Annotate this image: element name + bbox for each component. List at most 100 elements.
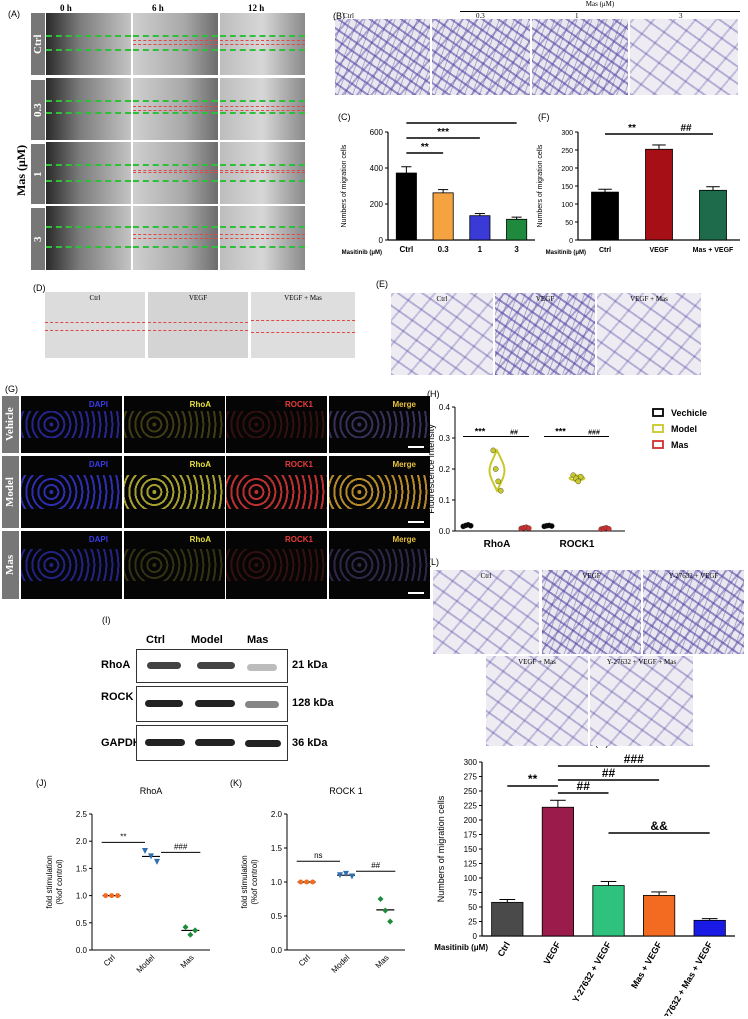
d-vegf-mas: VEGF + Mas bbox=[251, 292, 355, 358]
lane-model: Model bbox=[191, 634, 223, 646]
significance-label: ## bbox=[577, 779, 591, 793]
panel-label-j: (J) bbox=[36, 778, 47, 788]
panel-label-a: (A) bbox=[8, 9, 20, 19]
fluor-vehicle-rhoa: RhoA bbox=[124, 396, 225, 453]
y-tick-label: 150 bbox=[464, 845, 478, 854]
data-point-Model bbox=[495, 478, 502, 485]
l-vegf-mas: VEGF + Mas bbox=[486, 656, 588, 746]
data-point-Mas bbox=[187, 931, 194, 938]
y-tick-label: 0.0 bbox=[439, 527, 451, 536]
y-tick-label: 1.0 bbox=[76, 892, 88, 901]
y-tick-label: 250 bbox=[464, 787, 478, 796]
col-12h: 12 h bbox=[248, 3, 265, 13]
data-point-Mas bbox=[525, 525, 532, 532]
channel-label: DAPI bbox=[88, 400, 108, 409]
panel-label-f: (F) bbox=[538, 112, 550, 122]
size-gapdh: 36 kDa bbox=[292, 737, 328, 749]
scale-bar bbox=[408, 592, 424, 594]
y-tick-label: 0.4 bbox=[439, 403, 451, 412]
x-tick-label: Ctrl bbox=[297, 953, 312, 968]
data-point-Ctrl bbox=[115, 893, 121, 899]
y-tick-label: 300 bbox=[464, 758, 478, 767]
x-tick-label: Mas + VEGF bbox=[629, 940, 664, 991]
b-label-1: 1 bbox=[575, 12, 579, 20]
significance-label: ** bbox=[628, 123, 636, 134]
channel-label: DAPI bbox=[88, 535, 108, 544]
panel-label-e: (E) bbox=[376, 279, 388, 289]
channel-label: RhoA bbox=[189, 535, 211, 544]
g-row-model: Model bbox=[2, 456, 19, 528]
d-vegf: VEGF bbox=[148, 292, 248, 358]
bar-Y-27632 + VEGF bbox=[592, 885, 625, 937]
y-tick-label: 150 bbox=[561, 184, 573, 191]
significance-label: *** bbox=[456, 118, 468, 123]
scratch-r1-c0 bbox=[46, 78, 131, 140]
chart-h: 0.0 0.1 0.2 0.3 0.4 Fluorescence intensity Rho… bbox=[426, 403, 707, 550]
legend-swatch-Mas bbox=[652, 440, 664, 449]
transwell-3 bbox=[630, 19, 738, 95]
x-tick-label: Y-27632 + VEGF bbox=[570, 940, 613, 1005]
data-point-Mas bbox=[182, 924, 189, 931]
chart-j: RhoA 0.0 0.5 1.0 1.5 2.0 2.5 fold stimulation (%… bbox=[45, 786, 210, 975]
y-tick-label: 600 bbox=[370, 128, 384, 137]
y-tick-label: 0.0 bbox=[271, 946, 283, 955]
data-point-Mas bbox=[377, 896, 384, 902]
scratch-r2-c0 bbox=[46, 142, 131, 204]
d-caption-ctrl: Ctrl bbox=[89, 294, 101, 302]
transwell-1 bbox=[532, 19, 628, 95]
significance-label: *** bbox=[437, 127, 449, 138]
y-axis-label: Numbers of migration cells bbox=[341, 144, 348, 227]
significance-label: *** bbox=[475, 426, 486, 436]
scratch-r3-c1 bbox=[133, 206, 218, 270]
e-caption-vegf: VEGF bbox=[535, 295, 555, 303]
significance-label: ### bbox=[174, 842, 188, 851]
e-ctrl: Ctrl bbox=[391, 293, 493, 375]
scratch-r3-c2 bbox=[220, 206, 305, 270]
data-point-Model bbox=[497, 487, 504, 494]
panel-label-i: (I) bbox=[102, 615, 111, 625]
x-tick-label: Mas bbox=[374, 953, 391, 970]
panel-label-c: (C) bbox=[338, 112, 351, 122]
scratch-r1-c1 bbox=[133, 78, 218, 140]
y-axis-label: Numbers of migration cells bbox=[436, 795, 446, 902]
y-axis-label: fold stimulation bbox=[240, 855, 249, 908]
scratch-r2-c1 bbox=[133, 142, 218, 204]
y-tick-label: 0 bbox=[569, 238, 573, 245]
significance-label: ### bbox=[588, 429, 600, 436]
bar-VEGF bbox=[645, 148, 673, 241]
l-caption-vegf-mas: VEGF + Mas bbox=[518, 658, 556, 666]
row-label-1: 1 bbox=[31, 144, 45, 204]
y-tick-label: 0.2 bbox=[439, 465, 451, 474]
data-point-Ctrl bbox=[103, 893, 109, 899]
x-tick-label: 1 bbox=[478, 245, 483, 254]
lane-ctrl: Ctrl bbox=[146, 634, 165, 646]
channel-label: ROCK1 bbox=[284, 400, 313, 409]
y-tick-label: 0.0 bbox=[76, 946, 88, 955]
x-prefix-label: Masitinib (μM) bbox=[546, 250, 586, 256]
y-tick-label: 2.0 bbox=[76, 837, 88, 846]
y-tick-label: 25 bbox=[468, 918, 477, 927]
d-caption-vegf-mas: VEGF + Mas bbox=[284, 294, 322, 302]
y-tick-label: 0.1 bbox=[439, 496, 451, 505]
row-label-3: 3 bbox=[31, 208, 45, 270]
protein-rhoa: RhoA bbox=[101, 659, 131, 671]
y-tick-label: 0.5 bbox=[76, 919, 88, 928]
bar-0.3 bbox=[432, 192, 454, 241]
x-tick-label: Ctrl bbox=[599, 247, 611, 254]
x-tick-label: 0.3 bbox=[438, 245, 450, 254]
e-caption-vegf-mas: VEGF + Mas bbox=[630, 295, 668, 303]
data-point-Model bbox=[575, 478, 582, 485]
row-label-0.3: 0.3 bbox=[31, 80, 45, 140]
b-label-0.3: 0.3 bbox=[476, 12, 485, 20]
fluor-mas-rock1: ROCK1 bbox=[226, 531, 327, 599]
y-tick-label: 200 bbox=[370, 200, 384, 209]
data-point-Ctrl bbox=[310, 879, 316, 885]
panel-label-b: (B) bbox=[333, 11, 345, 21]
y-tick-label: 0 bbox=[379, 236, 384, 245]
blot-gapdh bbox=[136, 725, 288, 761]
fluor-model-rock1: ROCK1 bbox=[226, 456, 327, 528]
x-tick-label: Ctrl bbox=[399, 245, 413, 254]
bar-3 bbox=[506, 218, 528, 241]
l-ctrl: Ctrl bbox=[433, 570, 539, 654]
mas-um-group-label: Mas (μM) bbox=[585, 0, 615, 8]
